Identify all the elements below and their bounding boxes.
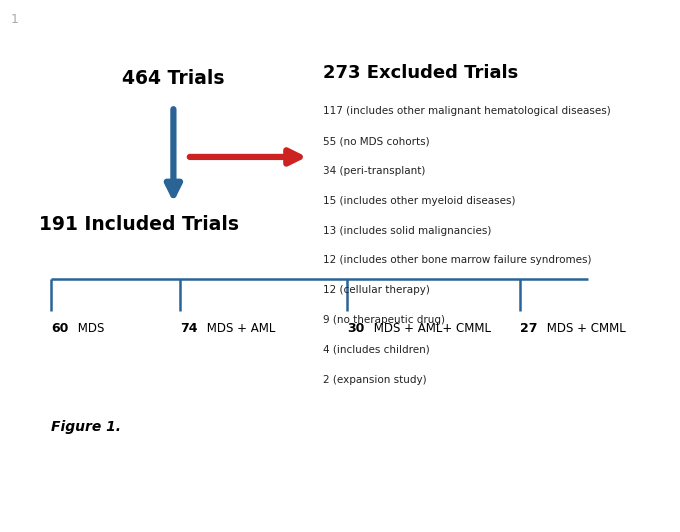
Text: 13 (includes solid malignancies): 13 (includes solid malignancies) [323,226,492,236]
Text: 74: 74 [180,322,198,335]
Text: 15 (includes other myeloid diseases): 15 (includes other myeloid diseases) [323,196,515,206]
Text: 9 (no therapeutic drug): 9 (no therapeutic drug) [323,315,445,325]
Text: 1: 1 [10,13,18,26]
Text: 117 (includes other malignant hematological diseases): 117 (includes other malignant hematologi… [323,106,611,117]
Text: MDS + CMML: MDS + CMML [543,322,626,335]
Text: 30: 30 [347,322,364,335]
Text: 273 Excluded Trials: 273 Excluded Trials [323,64,518,82]
Text: 12 (includes other bone marrow failure syndromes): 12 (includes other bone marrow failure s… [323,255,592,265]
Text: 464 Trials: 464 Trials [122,69,224,88]
Text: 191 Included Trials: 191 Included Trials [39,215,239,235]
Text: MDS + AML+ CMML: MDS + AML+ CMML [370,322,491,335]
Text: 12 (cellular therapy): 12 (cellular therapy) [323,285,430,295]
Text: MDS + AML: MDS + AML [203,322,275,335]
Text: Figure 1.: Figure 1. [51,420,121,434]
Text: 4 (includes children): 4 (includes children) [323,345,430,355]
Text: 34 (peri-transplant): 34 (peri-transplant) [323,166,426,176]
Text: 2 (expansion study): 2 (expansion study) [323,375,426,385]
Text: 27: 27 [520,322,538,335]
Text: 60: 60 [51,322,69,335]
Text: 55 (no MDS cohorts): 55 (no MDS cohorts) [323,136,430,146]
Text: MDS: MDS [74,322,105,335]
